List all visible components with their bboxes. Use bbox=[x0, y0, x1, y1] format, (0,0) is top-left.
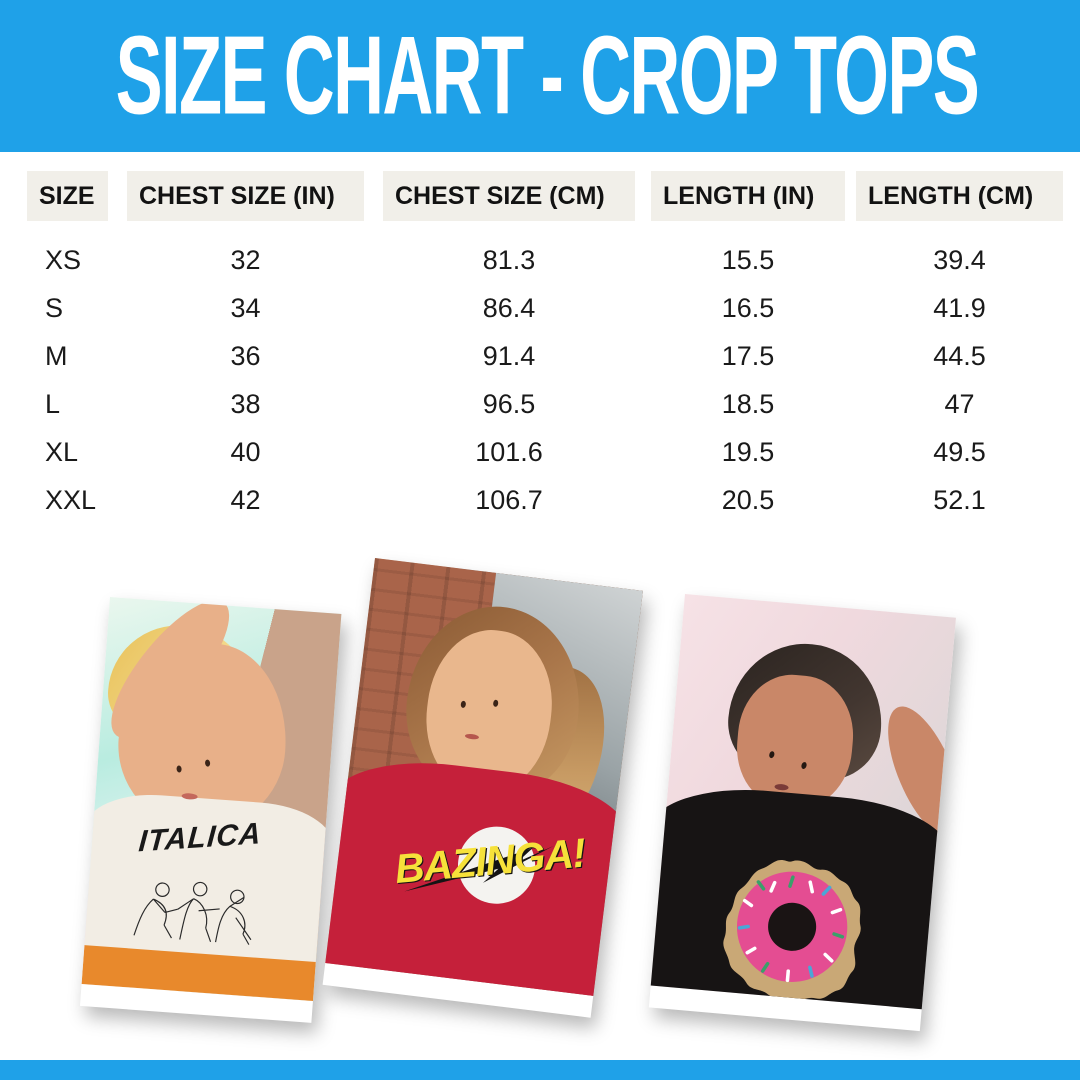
svg-text:BAZINGA!: BAZINGA! bbox=[393, 829, 587, 891]
